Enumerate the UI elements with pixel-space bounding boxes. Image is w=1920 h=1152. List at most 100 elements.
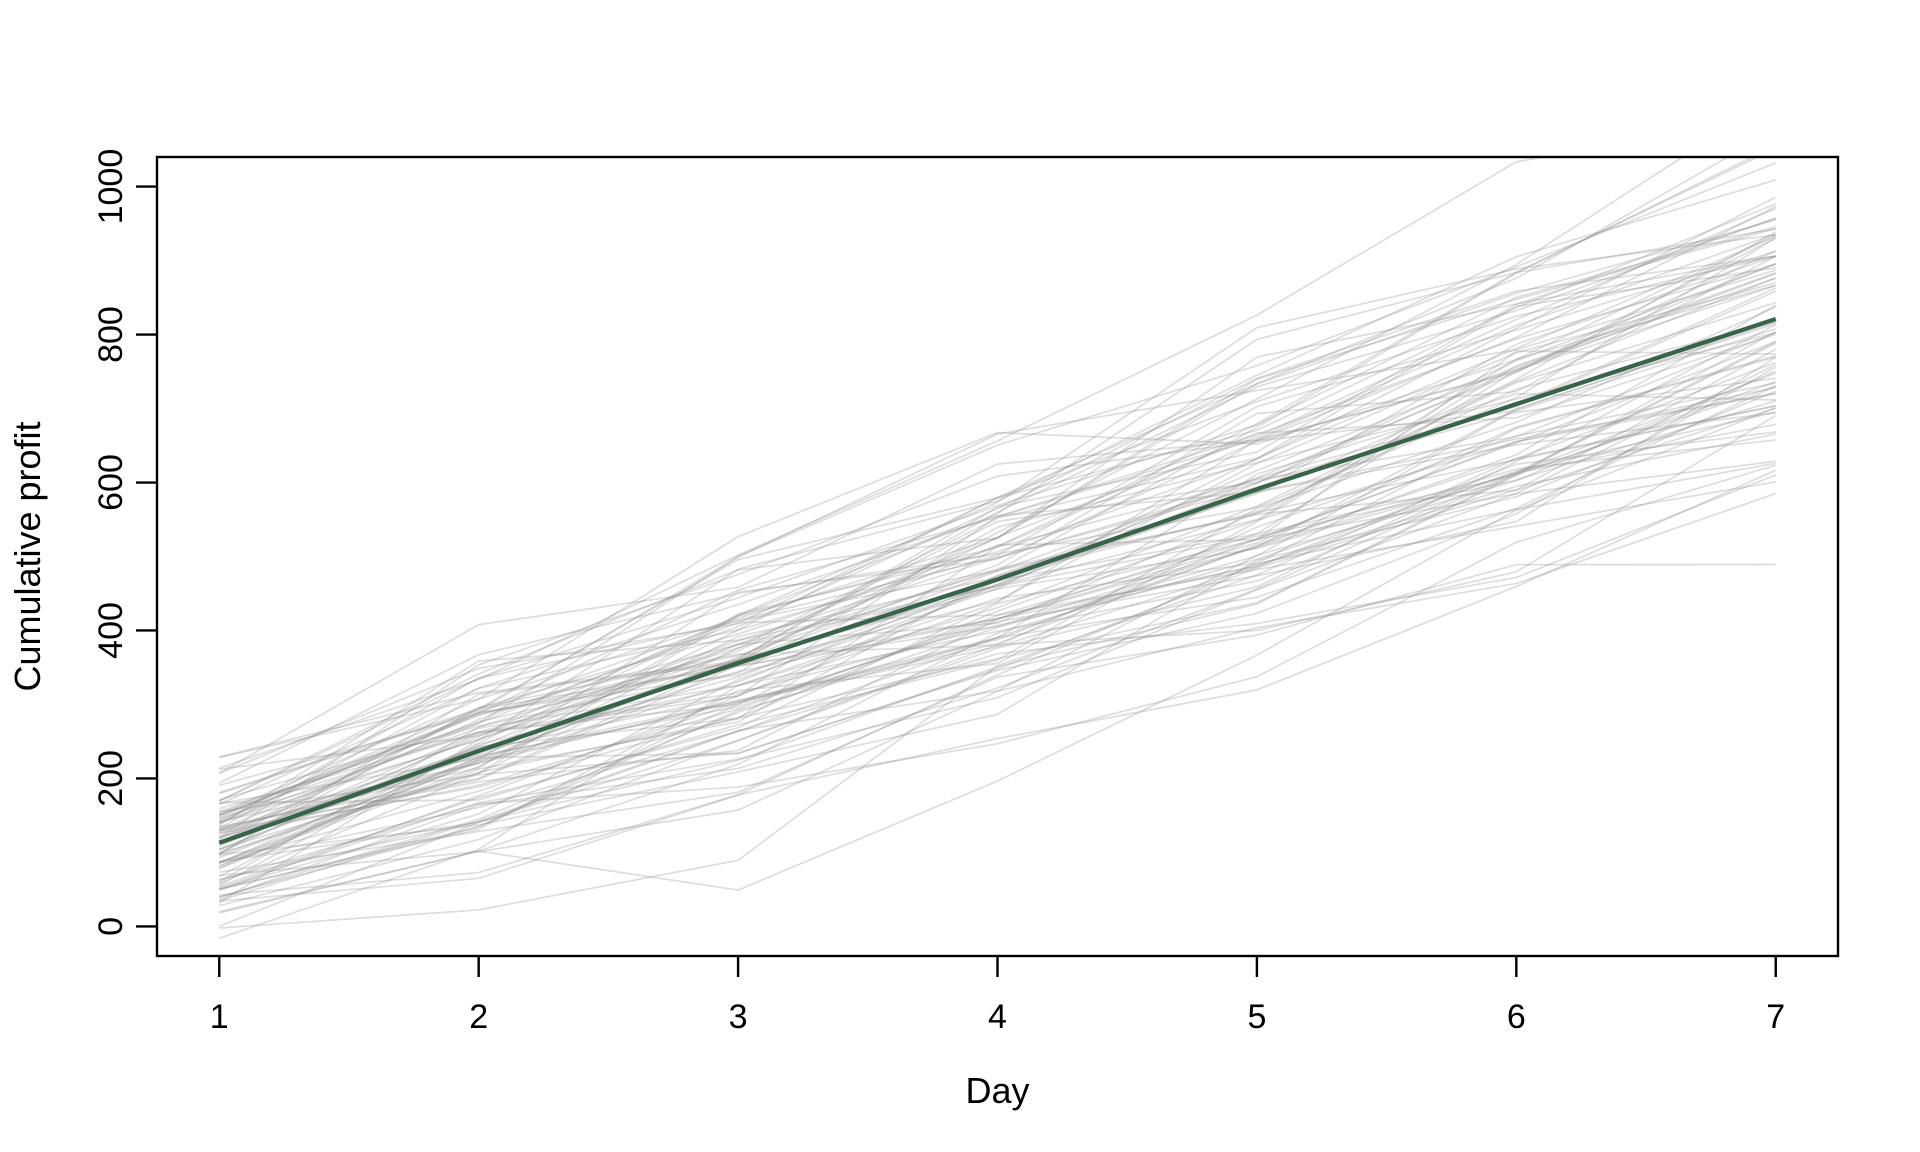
sim-line bbox=[219, 331, 1776, 801]
sim-line bbox=[219, 366, 1777, 813]
sim-line bbox=[218, 255, 1776, 840]
sim-line bbox=[219, 320, 1777, 898]
y-axis-title: Cumulative profit bbox=[7, 421, 48, 691]
sim-line bbox=[218, 385, 1777, 850]
sim-line bbox=[218, 474, 1777, 928]
sim-line bbox=[218, 227, 1776, 845]
sim-line bbox=[218, 269, 1776, 831]
sim-line bbox=[219, 157, 1760, 851]
sim-line bbox=[219, 266, 1776, 890]
sim-line bbox=[219, 304, 1777, 864]
y-tick-label: 200 bbox=[92, 750, 130, 807]
sim-line bbox=[219, 361, 1777, 929]
sim-line bbox=[219, 306, 1777, 804]
sim-line bbox=[218, 290, 1777, 864]
sim-line bbox=[218, 348, 1777, 859]
sim-line bbox=[218, 234, 1777, 815]
sim-line bbox=[219, 179, 1776, 819]
sim-line bbox=[218, 372, 1777, 867]
sim-line bbox=[218, 262, 1777, 822]
sim-line bbox=[218, 322, 1777, 794]
sim-line bbox=[218, 237, 1777, 784]
sim-line bbox=[218, 277, 1777, 892]
x-tick-label: 7 bbox=[1766, 998, 1785, 1036]
sim-line bbox=[218, 423, 1776, 824]
sim-line bbox=[219, 250, 1776, 805]
sim-line bbox=[219, 392, 1776, 835]
sim-line bbox=[219, 272, 1777, 890]
sim-line bbox=[218, 399, 1776, 904]
sim-line bbox=[218, 382, 1776, 819]
mean-line bbox=[218, 316, 1777, 845]
y-tick-label: 600 bbox=[92, 454, 130, 511]
sim-line bbox=[219, 469, 1777, 902]
sim-line bbox=[219, 263, 1777, 771]
y-axis: 0 200 400 600 800 1000 bbox=[92, 149, 156, 936]
sim-line bbox=[218, 356, 1776, 886]
x-tick-label: 4 bbox=[988, 998, 1007, 1036]
sim-line bbox=[218, 233, 1777, 817]
sim-line bbox=[219, 492, 1777, 877]
sim-line bbox=[218, 231, 1777, 802]
y-tick-label: 400 bbox=[92, 602, 130, 659]
sim-line bbox=[219, 340, 1777, 913]
sim-line bbox=[218, 328, 1776, 839]
sim-line bbox=[218, 157, 1550, 769]
sim-line bbox=[219, 356, 1777, 891]
sim-line bbox=[219, 407, 1777, 914]
sim-line bbox=[218, 392, 1776, 870]
x-axis-title: Day bbox=[965, 1070, 1029, 1111]
sim-line bbox=[219, 385, 1777, 898]
simulation-lines-layer bbox=[218, 157, 1777, 940]
sim-line bbox=[218, 405, 1776, 821]
sim-line bbox=[219, 162, 1777, 795]
sim-line bbox=[218, 225, 1776, 826]
sim-line bbox=[218, 255, 1776, 802]
sim-line bbox=[219, 281, 1776, 834]
sim-line bbox=[218, 333, 1777, 878]
plot-border bbox=[155, 155, 1840, 958]
sim-line bbox=[218, 480, 1776, 813]
sim-line bbox=[218, 234, 1777, 885]
sim-line bbox=[218, 439, 1776, 845]
sim-line bbox=[218, 411, 1776, 829]
sim-line bbox=[219, 411, 1776, 863]
sim-line bbox=[218, 320, 1776, 865]
sim-line bbox=[219, 228, 1776, 855]
sim-line bbox=[218, 255, 1777, 867]
x-tick-label: 1 bbox=[210, 998, 229, 1036]
sim-line bbox=[219, 157, 1730, 759]
y-tick-label: 1000 bbox=[92, 149, 130, 225]
sim-line bbox=[218, 255, 1776, 844]
sim-line bbox=[218, 407, 1776, 817]
sim-line bbox=[219, 370, 1777, 902]
x-axis: 1 2 3 4 5 6 7 bbox=[210, 957, 1785, 1036]
sim-line bbox=[218, 234, 1776, 848]
sim-line bbox=[218, 249, 1777, 774]
sim-line bbox=[218, 377, 1776, 824]
y-tick-label: 0 bbox=[92, 917, 130, 936]
sim-line bbox=[219, 462, 1776, 896]
sim-line bbox=[219, 433, 1776, 810]
sim-line bbox=[219, 217, 1777, 828]
y-tick-label: 800 bbox=[92, 306, 130, 363]
sim-line bbox=[218, 263, 1776, 855]
sim-line bbox=[219, 431, 1776, 787]
sim-line bbox=[219, 414, 1777, 907]
sim-line bbox=[218, 157, 1755, 883]
sim-line bbox=[219, 255, 1777, 758]
sim-line bbox=[219, 272, 1777, 832]
sim-line bbox=[218, 342, 1777, 900]
sim-line bbox=[218, 364, 1777, 889]
sim-line bbox=[218, 203, 1777, 775]
x-tick-label: 5 bbox=[1247, 998, 1266, 1036]
sim-line bbox=[218, 386, 1776, 864]
sim-line bbox=[218, 340, 1777, 870]
x-tick-label: 2 bbox=[469, 998, 488, 1036]
x-tick-label: 6 bbox=[1507, 998, 1526, 1036]
sim-line bbox=[219, 390, 1777, 856]
sim-line bbox=[219, 354, 1776, 833]
sim-line bbox=[218, 331, 1777, 855]
